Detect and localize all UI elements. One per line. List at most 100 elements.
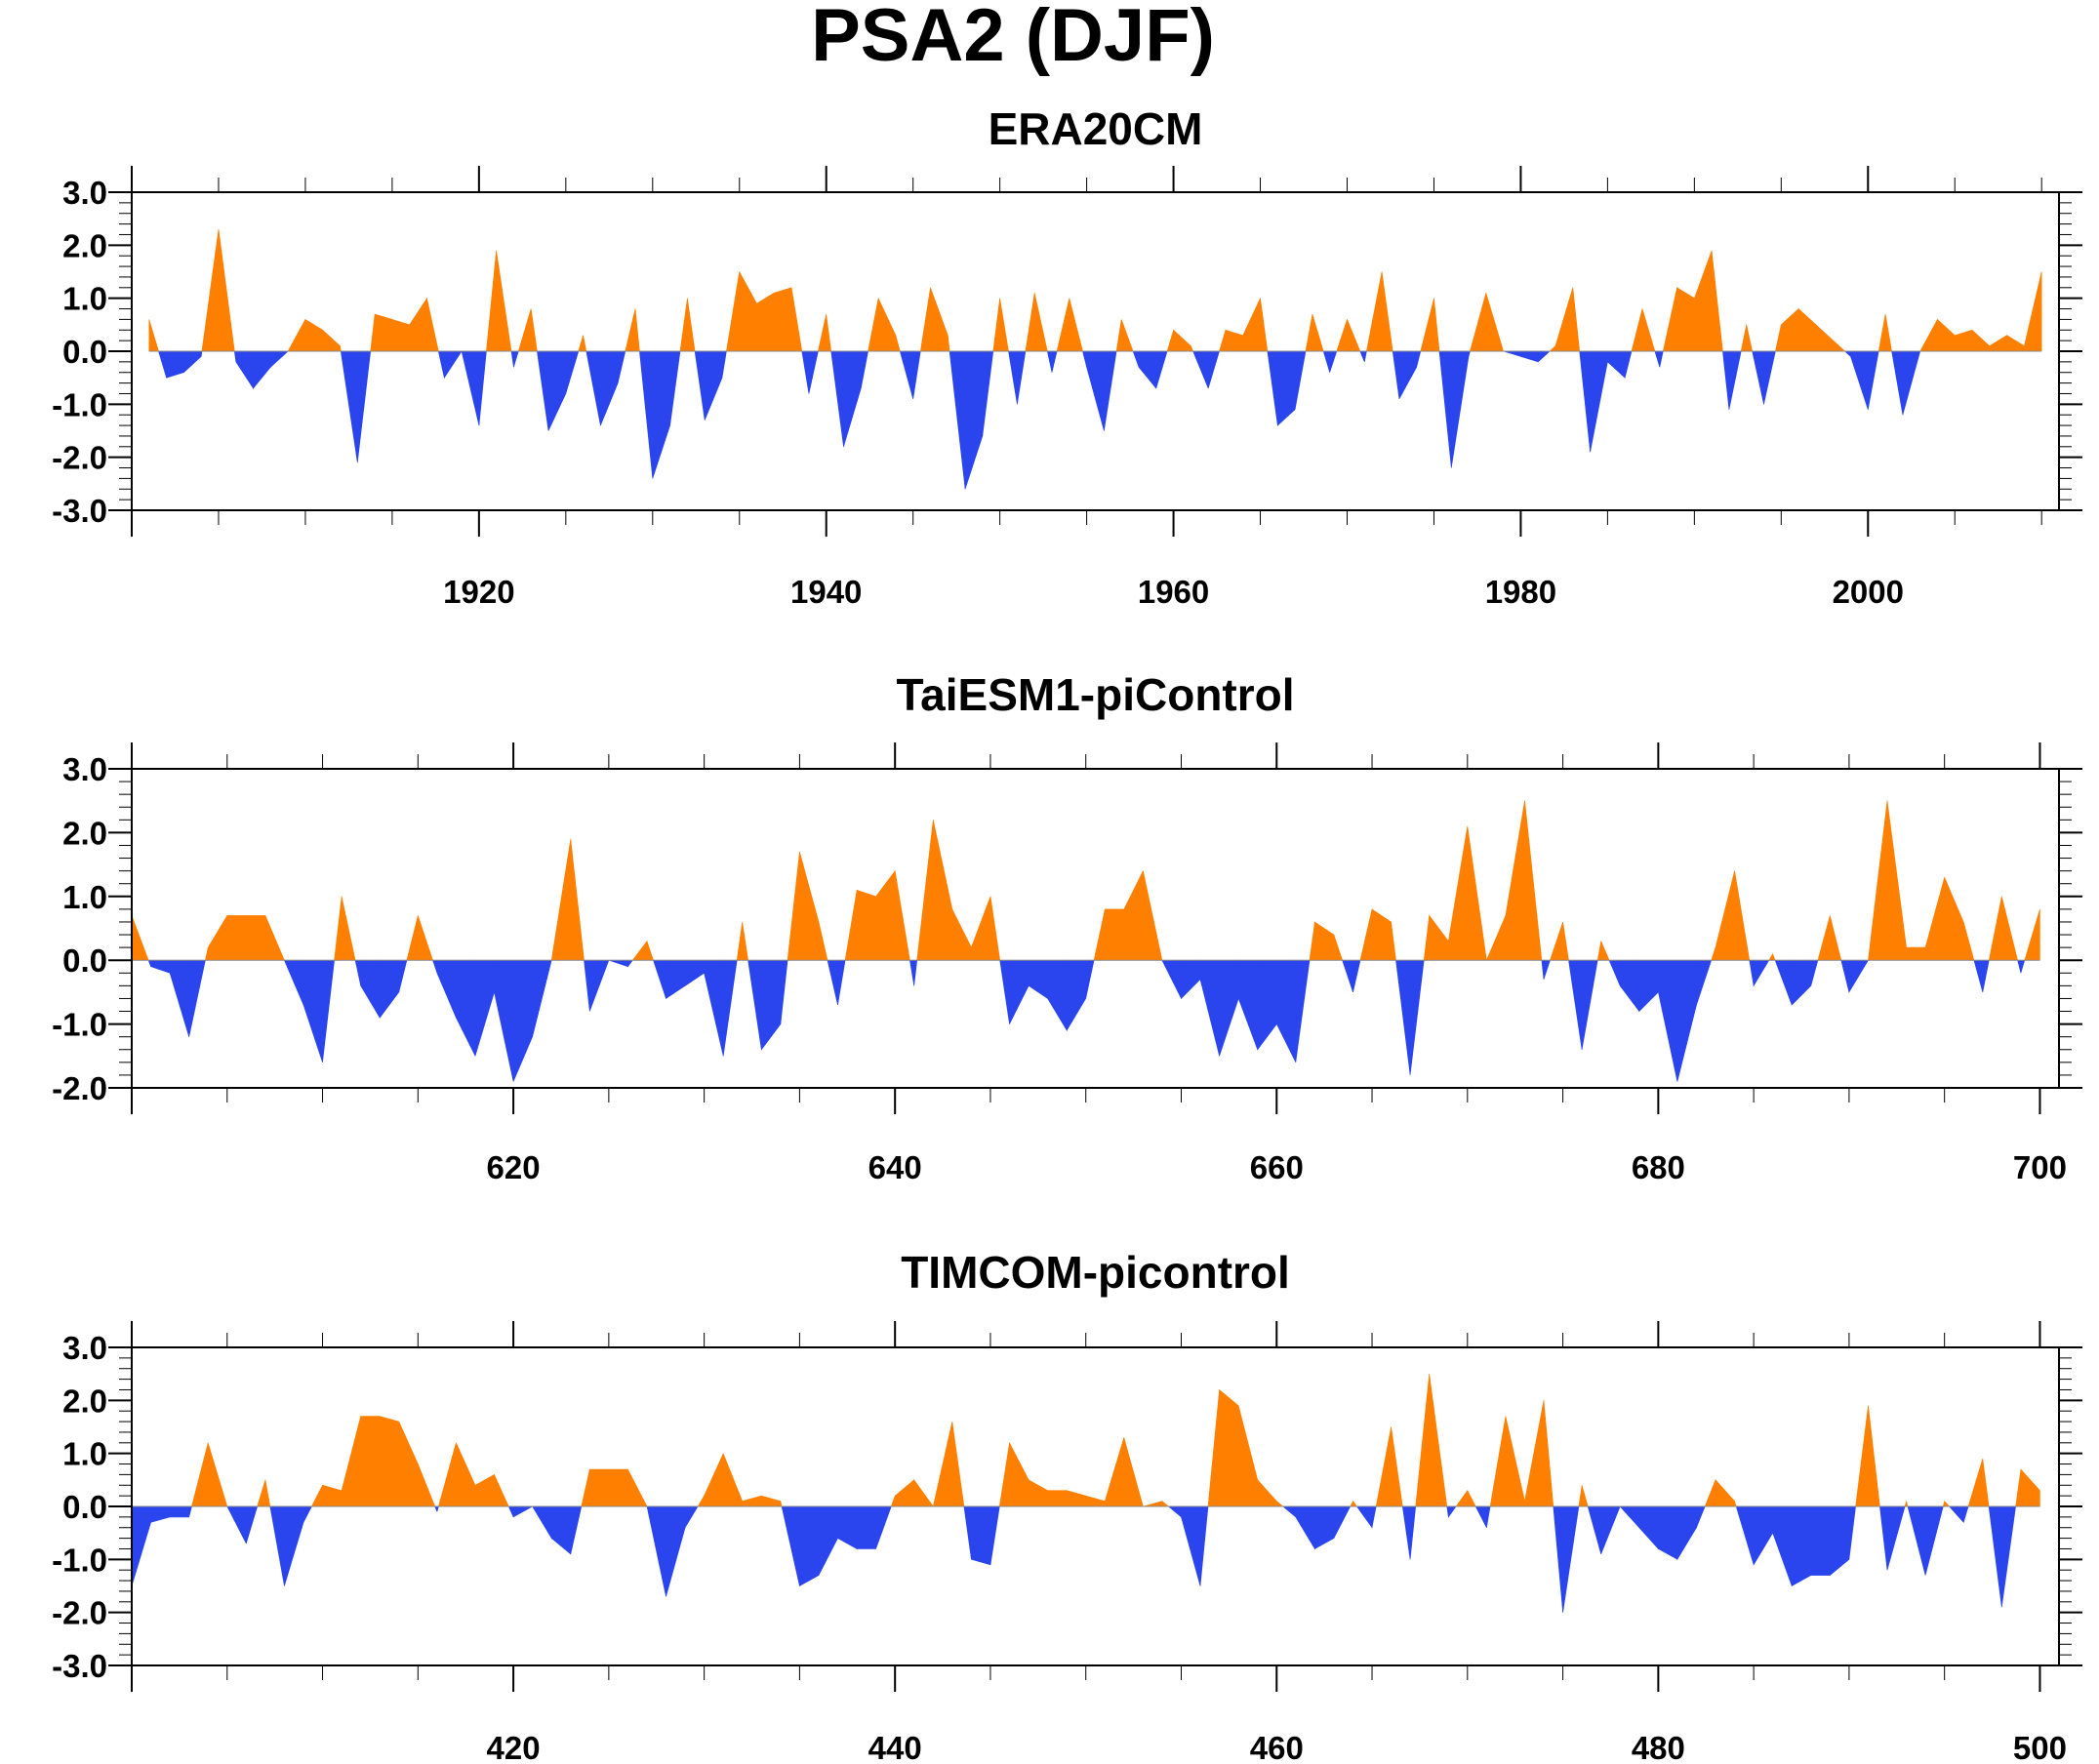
panel-title: ERA20CM — [989, 103, 1203, 154]
positive-area-segment — [844, 890, 858, 961]
negative-area-segment — [570, 1505, 583, 1554]
negative-area-segment — [721, 350, 727, 379]
positive-area-segment — [1578, 1485, 1583, 1507]
positive-area-segment — [1549, 344, 1556, 352]
negative-area-segment — [982, 350, 994, 436]
positive-area-segment — [1420, 298, 1434, 352]
positive-area-segment — [608, 1468, 628, 1507]
positive-area-segment — [334, 896, 343, 961]
negative-area-segment — [1659, 350, 1664, 368]
positive-area-segment — [826, 313, 832, 352]
negative-area-segment — [1840, 959, 1850, 992]
x-tick-label: 680 — [1632, 1149, 1685, 1185]
negative-area-segment — [1047, 959, 1068, 1032]
positive-area-segment — [2020, 1468, 2040, 1507]
positive-area-segment — [1924, 877, 1945, 961]
negative-area-segment — [646, 1505, 666, 1597]
negative-area-segment — [1962, 1505, 1969, 1523]
negative-area-segment — [1579, 350, 1591, 453]
negative-area-segment — [1009, 959, 1029, 1024]
positive-area-segment — [726, 271, 741, 352]
positive-area-segment — [1391, 1426, 1403, 1507]
negative-area-segment — [1541, 959, 1545, 980]
negative-area-segment — [1474, 1505, 1487, 1528]
negative-area-segment — [532, 959, 552, 1037]
positive-area-segment — [999, 298, 1009, 352]
negative-area-segment — [1830, 1505, 1850, 1577]
positive-area-segment — [1676, 287, 1695, 352]
negative-area-segment — [1401, 1505, 1411, 1560]
positive-area-segment — [287, 319, 306, 352]
negative-area-segment — [1138, 350, 1157, 389]
negative-area-segment — [909, 959, 915, 986]
positive-area-segment — [1423, 915, 1430, 961]
negative-area-segment — [799, 1505, 820, 1587]
positive-area-segment — [1988, 896, 2002, 961]
negative-area-segment — [303, 959, 323, 1062]
negative-area-segment — [666, 959, 686, 999]
positive-area-segment — [148, 319, 159, 352]
negative-area-segment — [949, 350, 966, 490]
positive-area-segment — [341, 1416, 362, 1507]
negative-area-segment — [1438, 350, 1452, 468]
negative-area-segment — [1988, 1505, 2002, 1608]
negative-area-segment — [1398, 350, 1417, 400]
negative-area-segment — [1051, 350, 1058, 373]
negative-area-segment — [354, 959, 362, 986]
negative-area-segment — [226, 1505, 247, 1544]
positive-area-segment — [1989, 335, 2007, 352]
positive-area-segment — [877, 298, 897, 352]
negative-area-segment — [1891, 350, 1904, 416]
positive-area-segment — [1066, 1490, 1086, 1507]
negative-area-segment — [1638, 959, 1659, 1013]
negative-area-segment — [1295, 959, 1311, 1062]
positive-area-segment — [627, 1468, 648, 1507]
positive-area-segment — [913, 1478, 934, 1507]
negative-area-segment — [639, 350, 654, 479]
negative-area-segment — [1774, 959, 1793, 1006]
positive-area-segment — [1123, 1437, 1144, 1507]
negative-area-segment — [510, 350, 514, 368]
positive-area-segment — [932, 820, 953, 961]
negative-area-segment — [781, 1505, 800, 1586]
positive-area-segment — [1868, 800, 1888, 961]
plot-frame — [131, 768, 2060, 1089]
negative-area-segment — [1619, 1505, 1640, 1529]
negative-area-segment — [1237, 959, 1258, 1050]
negative-area-segment — [875, 1505, 892, 1549]
negative-area-segment — [899, 350, 914, 399]
positive-area-segment — [304, 318, 324, 352]
negative-area-segment — [183, 350, 202, 374]
negative-area-segment — [235, 350, 254, 390]
positive-area-segment — [322, 1484, 343, 1507]
positive-area-segment — [578, 335, 584, 352]
negative-area-segment — [1017, 350, 1027, 405]
y-tick-label: 2.0 — [62, 815, 107, 851]
negative-area-segment — [1562, 1505, 1580, 1613]
negative-area-segment — [1658, 959, 1678, 1082]
positive-area-segment — [1161, 1500, 1170, 1507]
positive-area-segment — [1120, 319, 1134, 352]
positive-area-segment — [1775, 324, 1782, 352]
y-tick-label: 1.0 — [62, 1436, 107, 1472]
negative-area-segment — [1791, 1505, 1812, 1587]
negative-area-segment — [1907, 1505, 1926, 1576]
positive-area-segment — [1734, 1501, 1737, 1507]
panels: ERA20CM -3.0 -2.0 -1.0 0.0 1.0 2.0 3.0 1920 1940 1… — [52, 103, 2082, 1764]
positive-area-segment — [1093, 908, 1106, 961]
positive-area-segment — [2001, 896, 2018, 961]
negative-area-segment — [1277, 350, 1296, 426]
negative-area-segment — [1696, 1505, 1706, 1528]
positive-area-segment — [391, 318, 411, 352]
positive-area-segment — [1375, 1426, 1392, 1507]
positive-area-segment — [1069, 298, 1083, 352]
positive-area-segment — [1967, 1459, 1984, 1507]
y-tick-label: -1.0 — [52, 1007, 107, 1043]
positive-area-segment — [1868, 1405, 1880, 1507]
positive-area-segment — [226, 915, 247, 961]
positive-area-segment — [583, 335, 587, 352]
negative-area-segment — [1537, 350, 1551, 363]
y-tick-label: 2.0 — [62, 227, 107, 263]
x-tick-label: 620 — [487, 1149, 541, 1185]
negative-area-segment — [1879, 1505, 1888, 1571]
